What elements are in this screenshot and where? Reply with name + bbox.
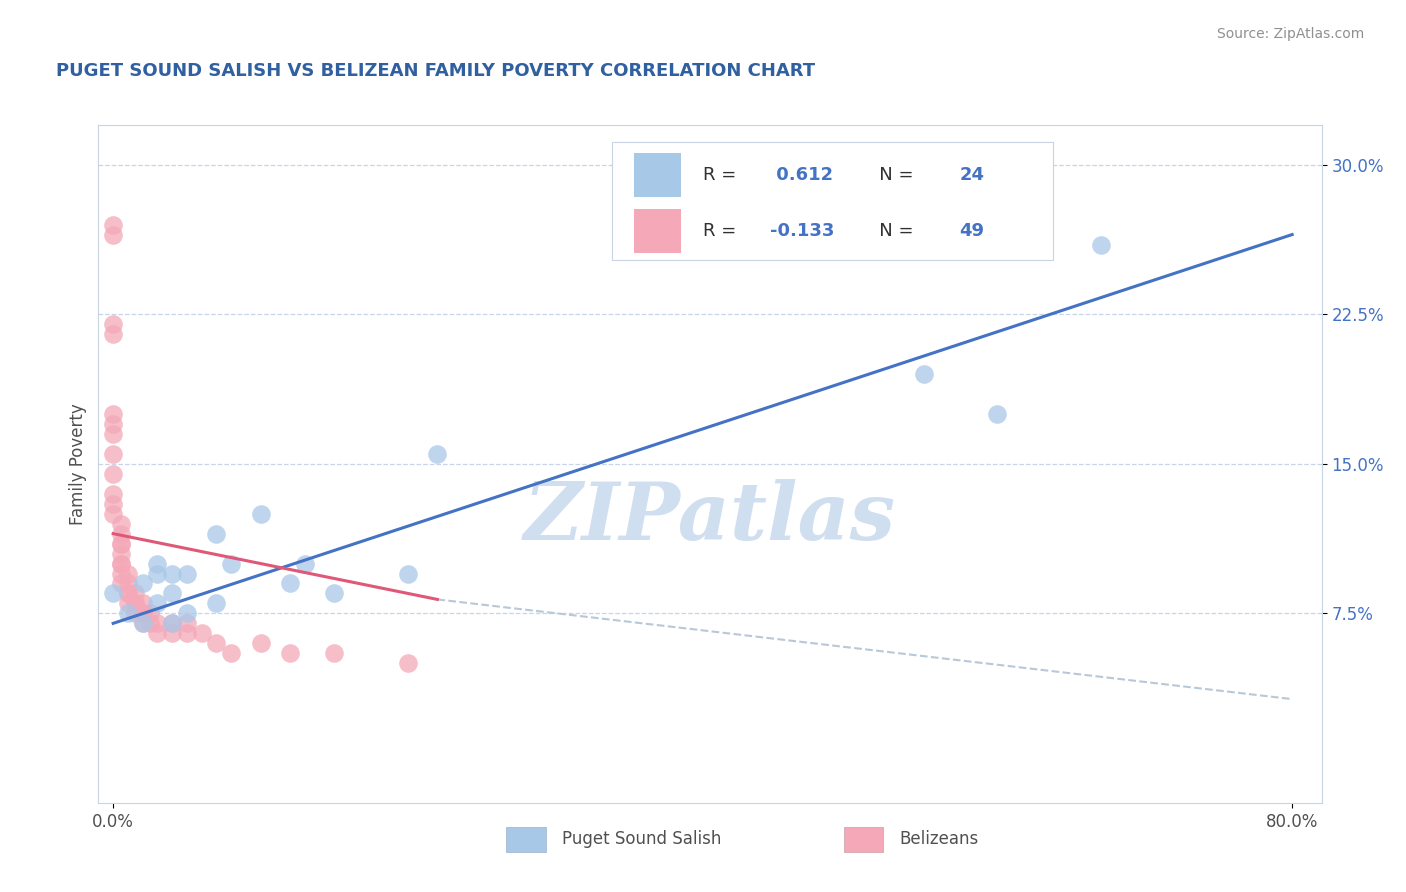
Point xyxy=(110,557,132,571)
Point xyxy=(101,318,124,332)
Point xyxy=(396,657,419,671)
Point xyxy=(110,547,132,561)
Text: PUGET SOUND SALISH VS BELIZEAN FAMILY POVERTY CORRELATION CHART: PUGET SOUND SALISH VS BELIZEAN FAMILY PO… xyxy=(56,62,815,80)
Text: Belizeans: Belizeans xyxy=(900,830,979,848)
Point xyxy=(131,596,153,610)
Point xyxy=(205,596,228,610)
Text: Puget Sound Salish: Puget Sound Salish xyxy=(562,830,721,848)
Text: ZIPatlas: ZIPatlas xyxy=(524,479,896,557)
FancyBboxPatch shape xyxy=(612,142,1053,260)
Text: 0.612: 0.612 xyxy=(770,166,834,184)
Point xyxy=(278,646,301,660)
Point xyxy=(131,607,153,621)
FancyBboxPatch shape xyxy=(844,827,883,852)
FancyBboxPatch shape xyxy=(506,827,546,852)
Point xyxy=(205,526,228,541)
Text: N =: N = xyxy=(862,222,920,240)
Point xyxy=(160,616,183,631)
Point xyxy=(101,407,124,421)
Point xyxy=(294,557,316,571)
Point xyxy=(131,616,153,631)
Point xyxy=(986,407,1008,421)
Y-axis label: Family Poverty: Family Poverty xyxy=(69,403,87,524)
Point xyxy=(160,566,183,581)
Point xyxy=(101,218,124,232)
Point xyxy=(110,536,132,550)
Point xyxy=(278,576,301,591)
Point xyxy=(146,626,169,640)
Point xyxy=(323,586,346,600)
Point xyxy=(160,626,183,640)
Text: 49: 49 xyxy=(959,222,984,240)
Point xyxy=(1090,237,1112,252)
Point xyxy=(146,566,169,581)
Point xyxy=(176,616,198,631)
Point xyxy=(426,447,449,461)
Point xyxy=(110,557,132,571)
Point xyxy=(139,616,162,631)
Point xyxy=(176,626,198,640)
Point xyxy=(131,607,153,621)
Point xyxy=(146,616,169,631)
Point xyxy=(323,646,346,660)
Point xyxy=(160,616,183,631)
Text: R =: R = xyxy=(703,166,742,184)
Point xyxy=(205,636,228,650)
Point xyxy=(912,367,935,381)
Point xyxy=(117,607,139,621)
Point xyxy=(117,586,139,600)
Point xyxy=(101,327,124,342)
FancyBboxPatch shape xyxy=(634,209,681,252)
Point xyxy=(176,566,198,581)
Point xyxy=(110,566,132,581)
Point xyxy=(101,497,124,511)
Point xyxy=(160,586,183,600)
Text: -0.133: -0.133 xyxy=(770,222,834,240)
Point xyxy=(124,596,146,610)
Text: Source: ZipAtlas.com: Source: ZipAtlas.com xyxy=(1216,27,1364,41)
Point xyxy=(117,596,139,610)
Point xyxy=(146,557,169,571)
Point xyxy=(396,566,419,581)
FancyBboxPatch shape xyxy=(634,153,681,197)
Point xyxy=(249,507,271,521)
Point xyxy=(101,586,124,600)
Text: R =: R = xyxy=(703,222,742,240)
Point xyxy=(101,507,124,521)
Point xyxy=(101,467,124,481)
Point xyxy=(110,516,132,531)
Point xyxy=(124,607,146,621)
Point xyxy=(124,596,146,610)
Point xyxy=(219,646,242,660)
Point xyxy=(117,566,139,581)
Point xyxy=(101,426,124,441)
Point xyxy=(249,636,271,650)
Point xyxy=(124,586,146,600)
Point xyxy=(101,447,124,461)
Point xyxy=(110,536,132,550)
Point xyxy=(101,227,124,242)
Point xyxy=(219,557,242,571)
Point xyxy=(117,586,139,600)
Point xyxy=(190,626,212,640)
Point xyxy=(176,607,198,621)
Text: 24: 24 xyxy=(959,166,984,184)
Point xyxy=(110,576,132,591)
Point xyxy=(110,526,132,541)
Point xyxy=(101,417,124,431)
Point xyxy=(146,596,169,610)
Point xyxy=(139,607,162,621)
Point xyxy=(131,576,153,591)
Text: N =: N = xyxy=(862,166,920,184)
Point xyxy=(117,576,139,591)
Point xyxy=(101,487,124,501)
Point xyxy=(131,616,153,631)
